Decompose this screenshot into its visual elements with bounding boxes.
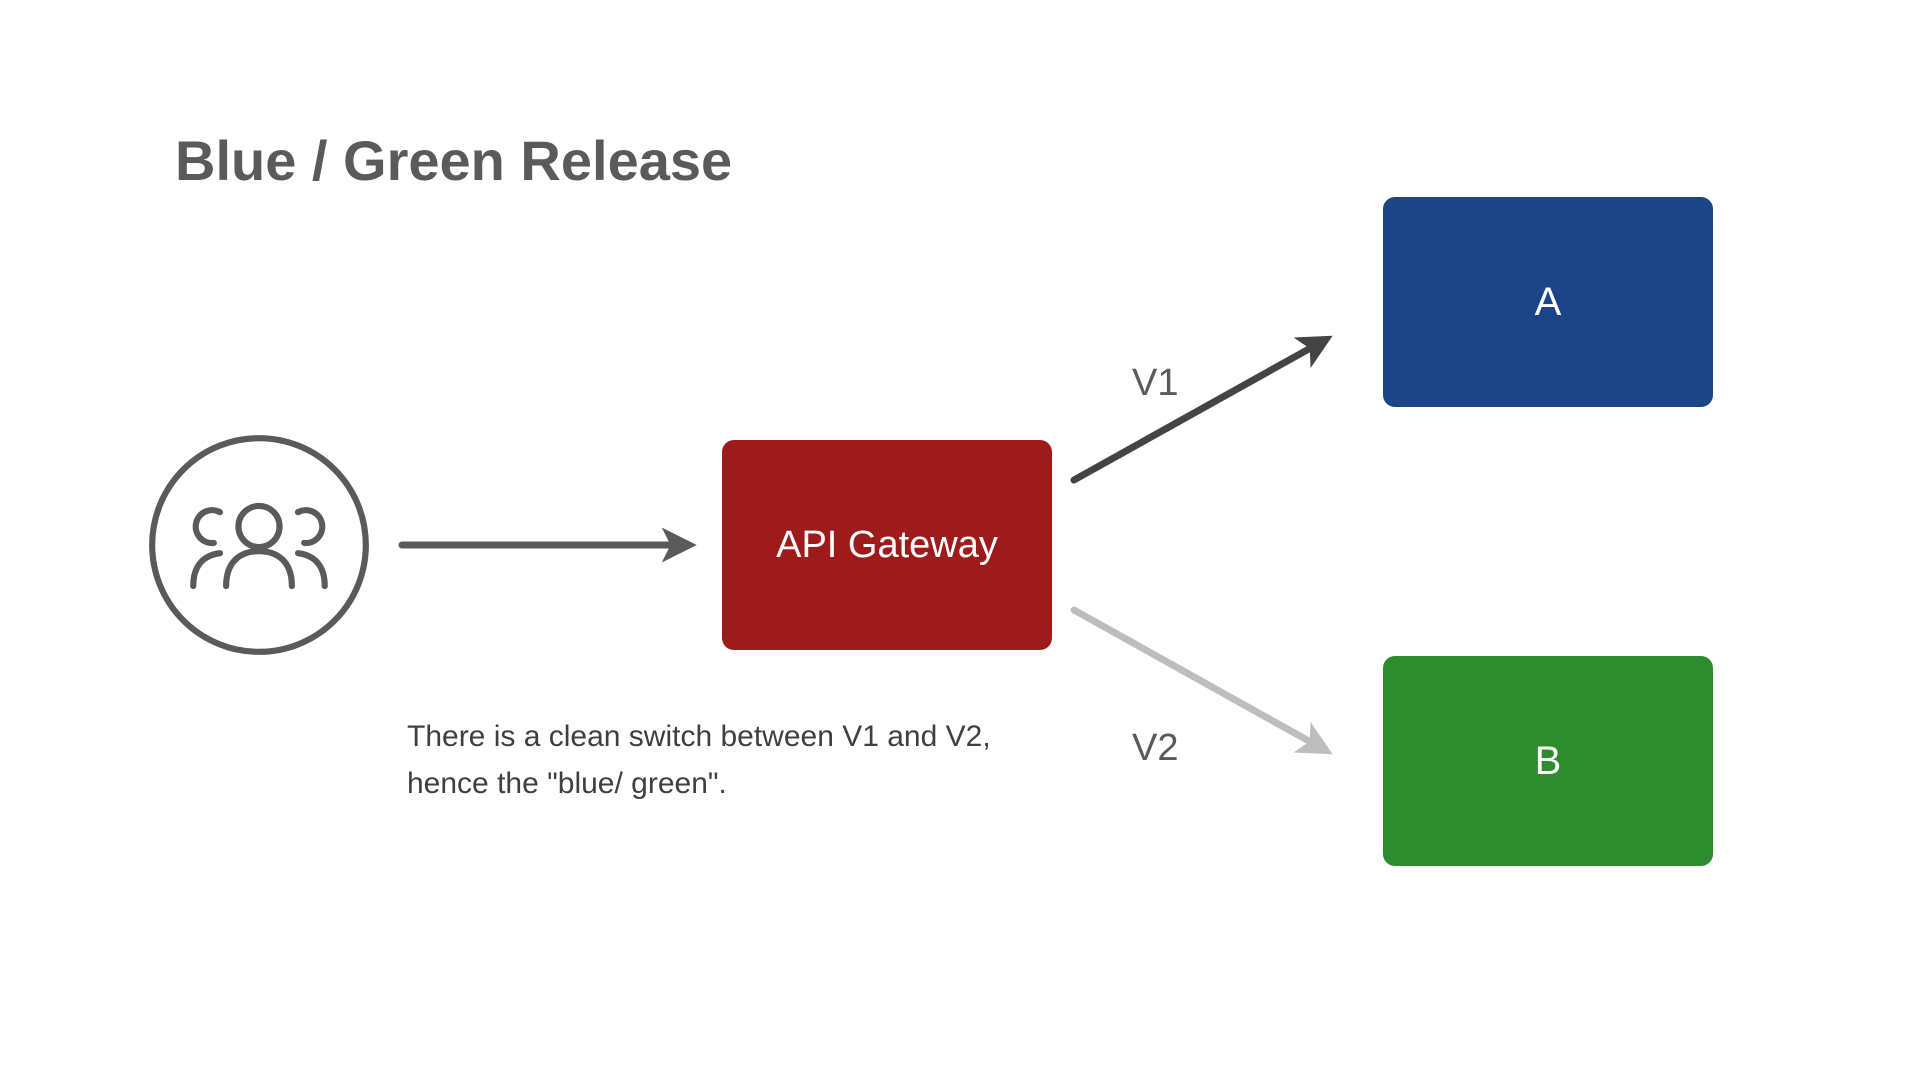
service-b-node: B [1383, 656, 1713, 866]
arrow-label-v2: V2 [1132, 727, 1178, 770]
diagram-caption: There is a clean switch between V1 and V… [407, 714, 997, 807]
arrow-label-v1: V1 [1132, 362, 1178, 405]
diagram-canvas: Blue / Green Release API Gateway A B V1 … [0, 0, 1920, 1080]
arrow-gateway-to-a [1074, 340, 1325, 480]
users-icon [146, 432, 372, 658]
service-a-node: A [1383, 197, 1713, 407]
api-gateway-label: API Gateway [776, 524, 998, 567]
api-gateway-node: API Gateway [722, 440, 1052, 650]
service-b-label: B [1535, 739, 1562, 784]
service-a-label: A [1535, 280, 1562, 325]
diagram-title: Blue / Green Release [175, 128, 732, 193]
arrow-gateway-to-b [1074, 610, 1325, 750]
